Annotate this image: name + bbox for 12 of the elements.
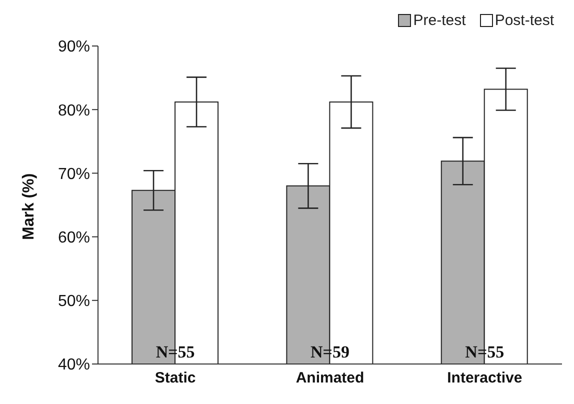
legend-label: Pre-test	[413, 12, 466, 29]
y-axis-title: Mark (%)	[20, 173, 38, 240]
x-tick-label: Animated	[296, 370, 364, 387]
y-tick-label: 80%	[58, 102, 90, 120]
y-tick-label: 60%	[58, 229, 90, 246]
x-tick-label: Static	[154, 370, 196, 387]
y-tick-label: 70%	[58, 166, 90, 183]
legend-label: Post-test	[494, 12, 554, 29]
y-tick-label: 40%	[58, 356, 90, 374]
x-tick-label: Interactive	[447, 370, 522, 387]
y-tick-label: 50%	[58, 293, 90, 310]
y-tick-label: 90%	[58, 38, 90, 56]
